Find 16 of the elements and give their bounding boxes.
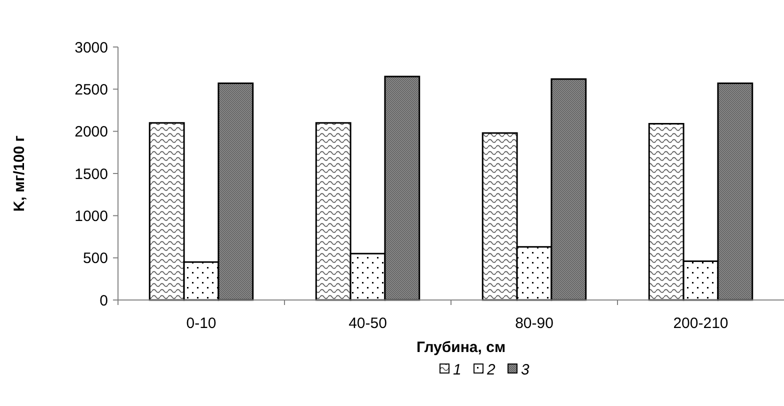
x-axis-title: Глубина, см — [416, 339, 506, 356]
y-tick-label: 3000 — [74, 39, 108, 56]
legend-label: 3 — [521, 361, 530, 378]
legend-label: 1 — [453, 361, 462, 378]
y-tick-label: 0 — [100, 292, 108, 310]
x-tick-label: 80-90 — [515, 315, 554, 332]
y-tick-label: 2000 — [74, 124, 108, 141]
y-tick-label: 1000 — [74, 208, 108, 225]
legend-label: 2 — [486, 361, 496, 378]
y-tick-label: 500 — [82, 250, 108, 268]
y-tick-label: 2500 — [74, 81, 108, 98]
x-tick-label: 200-210 — [673, 315, 728, 332]
x-tick-label: 40-50 — [348, 315, 387, 332]
x-tick-label: 0-10 — [186, 315, 216, 332]
y-axis-title: K, мг/100 г — [11, 135, 28, 212]
y-tick-label: 1500 — [74, 166, 108, 183]
